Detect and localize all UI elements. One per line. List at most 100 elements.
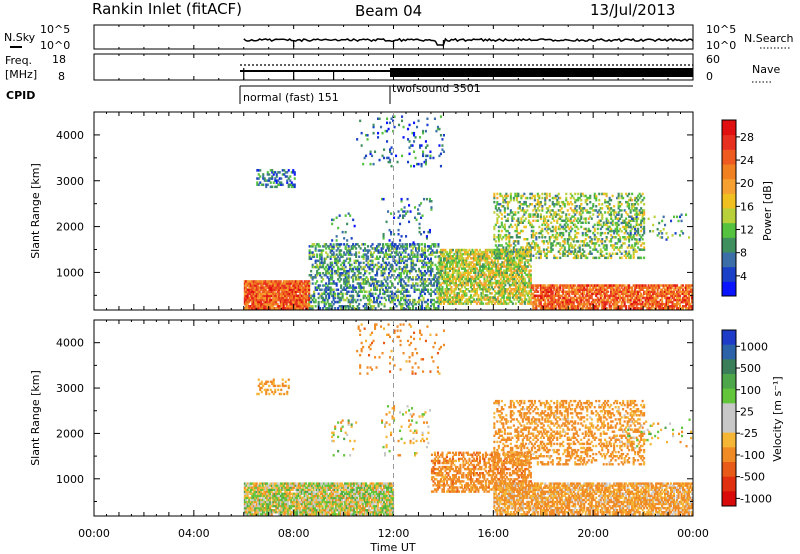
heatmap-cell bbox=[374, 249, 377, 252]
heatmap-cell bbox=[260, 298, 263, 302]
heatmap-cell bbox=[478, 255, 481, 258]
heatmap-cell bbox=[429, 265, 432, 269]
heatmap-cell bbox=[364, 302, 367, 306]
heatmap-cell bbox=[658, 294, 661, 298]
heatmap-cell bbox=[483, 285, 486, 289]
heatmap-cell bbox=[509, 194, 512, 198]
heatmap-cell bbox=[388, 267, 391, 271]
heatmap-cell bbox=[685, 302, 688, 306]
heatmap-cell bbox=[519, 269, 522, 272]
heatmap-cell bbox=[595, 302, 598, 306]
heatmap-cell bbox=[493, 200, 496, 204]
heatmap-cell bbox=[308, 296, 311, 300]
heatmap-cell bbox=[580, 254, 583, 257]
heatmap-cell bbox=[376, 255, 379, 258]
heatmap-cell bbox=[425, 288, 428, 291]
heatmap-cell bbox=[379, 251, 382, 254]
heatmap-cell bbox=[640, 284, 643, 287]
heatmap-cell bbox=[656, 292, 659, 296]
heatmap-cell bbox=[496, 273, 499, 277]
heatmap-cell bbox=[270, 302, 273, 306]
heatmap-cell bbox=[410, 302, 413, 306]
heatmap-cell bbox=[444, 250, 447, 254]
heatmap-cell bbox=[358, 294, 361, 298]
heatmap-cell bbox=[248, 292, 251, 296]
heatmap-cell bbox=[547, 223, 550, 227]
heatmap-cell bbox=[425, 307, 428, 310]
heatmap-cell bbox=[255, 282, 258, 285]
heatmap-cell bbox=[438, 281, 441, 285]
heatmap-cell bbox=[574, 217, 577, 220]
heatmap-cell bbox=[445, 257, 448, 260]
heatmap-cell bbox=[508, 277, 511, 281]
heatmap-cell bbox=[544, 196, 547, 200]
heatmap-cell bbox=[548, 194, 551, 198]
heatmap-cell bbox=[638, 307, 641, 310]
heatmap-cell bbox=[444, 255, 447, 258]
heatmap-cell bbox=[391, 292, 394, 296]
heatmap-cell bbox=[376, 274, 379, 277]
heatmap-cell bbox=[382, 251, 385, 254]
heatmap-cell bbox=[571, 292, 574, 296]
heatmap-cell bbox=[575, 290, 578, 293]
heatmap-cell bbox=[460, 283, 463, 287]
heatmap-cell bbox=[326, 292, 329, 296]
heatmap-cell bbox=[347, 286, 350, 289]
heatmap-cell bbox=[426, 267, 429, 271]
heatmap-cell bbox=[528, 273, 531, 277]
heatmap-cell bbox=[586, 292, 589, 296]
heatmap-cell bbox=[389, 307, 392, 310]
heatmap-cell bbox=[668, 286, 671, 289]
heatmap-cell bbox=[523, 250, 526, 253]
heatmap-cell bbox=[510, 257, 513, 260]
heatmap-cell bbox=[553, 227, 556, 231]
heatmap-cell bbox=[404, 263, 407, 267]
heatmap-cell bbox=[577, 286, 580, 289]
heatmap-cell bbox=[442, 277, 445, 281]
heatmap-cell bbox=[379, 243, 382, 246]
heatmap-cell bbox=[425, 263, 428, 267]
heatmap-cell bbox=[282, 302, 285, 306]
heatmap-cell bbox=[380, 269, 383, 273]
heatmap-cell bbox=[260, 300, 263, 304]
heatmap-cell bbox=[506, 256, 509, 260]
heatmap-cell bbox=[484, 257, 487, 260]
heatmap-cell bbox=[463, 261, 466, 264]
heatmap-cell bbox=[448, 261, 451, 264]
heatmap-cell bbox=[388, 296, 391, 300]
heatmap-cell bbox=[503, 254, 506, 257]
heatmap-cell bbox=[649, 290, 652, 293]
heatmap-cell bbox=[601, 307, 604, 310]
heatmap-cell bbox=[317, 284, 320, 287]
heatmap-cell bbox=[325, 296, 328, 300]
heatmap-cell bbox=[428, 253, 431, 256]
heatmap-cell bbox=[376, 272, 379, 275]
heatmap-cell bbox=[273, 302, 276, 306]
heatmap-cell bbox=[496, 254, 499, 257]
heatmap-cell bbox=[306, 290, 309, 293]
heatmap-cell bbox=[559, 288, 562, 291]
heatmap-cell bbox=[401, 251, 404, 254]
heatmap-cell bbox=[340, 263, 343, 267]
heatmap-cell bbox=[471, 248, 474, 252]
heatmap-cell bbox=[656, 305, 659, 308]
heatmap-cell bbox=[593, 209, 596, 212]
heatmap-cell bbox=[406, 288, 409, 291]
heatmap-cell bbox=[477, 285, 480, 289]
heatmap-cell bbox=[486, 302, 489, 305]
heatmap-cell bbox=[299, 302, 302, 306]
heatmap-cell bbox=[323, 274, 326, 277]
heatmap-cell bbox=[551, 209, 554, 212]
heatmap-cell bbox=[548, 294, 551, 298]
heatmap-cell bbox=[658, 302, 661, 306]
heatmap-cell bbox=[287, 280, 290, 283]
heatmap-cell bbox=[480, 273, 483, 277]
heatmap-cell bbox=[340, 307, 343, 310]
heatmap-cell bbox=[547, 298, 550, 302]
heatmap-cell bbox=[382, 274, 385, 277]
heatmap-cell bbox=[497, 240, 500, 243]
heatmap-cell bbox=[370, 251, 373, 254]
heatmap-cell bbox=[625, 305, 628, 308]
heatmap-cell bbox=[689, 286, 692, 289]
heatmap-cell bbox=[457, 273, 460, 277]
